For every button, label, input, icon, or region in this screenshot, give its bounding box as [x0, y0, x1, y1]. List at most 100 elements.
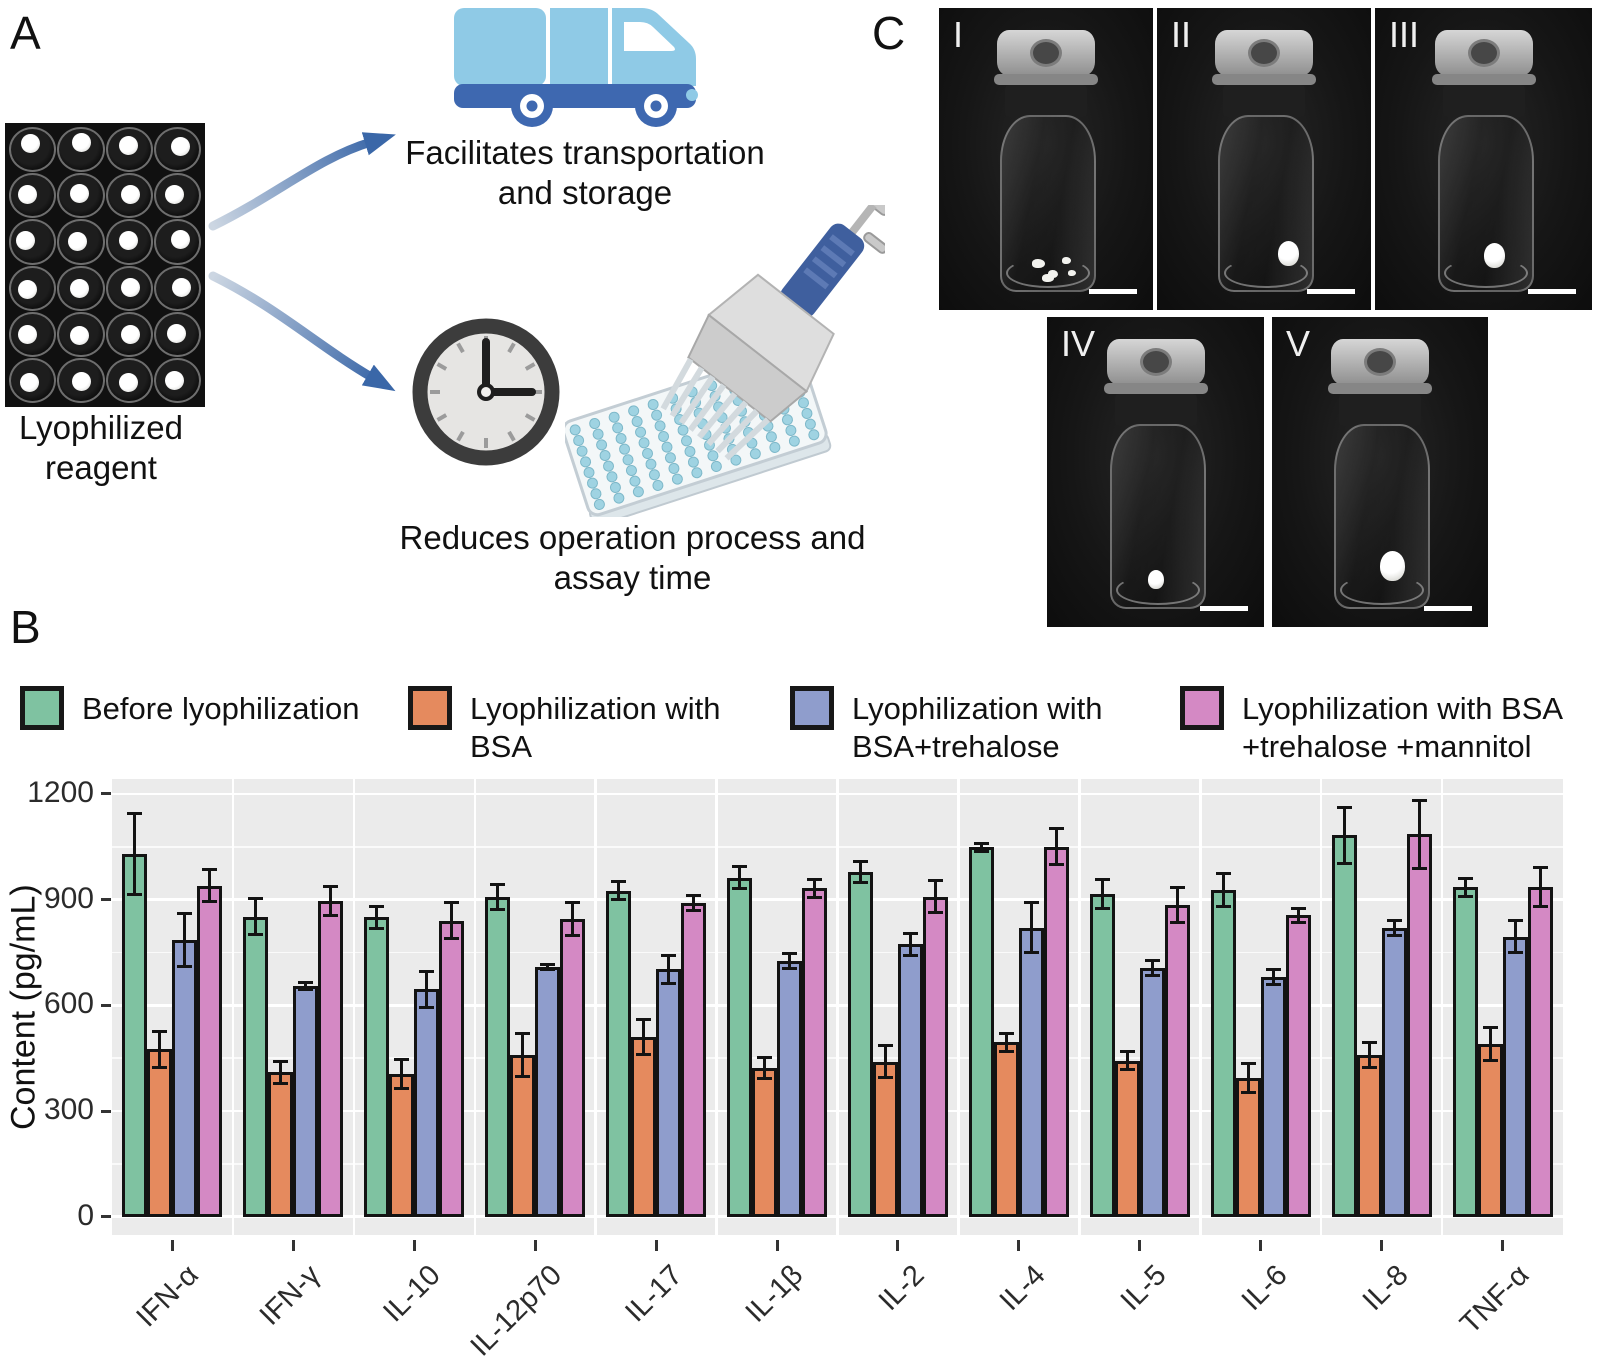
error-bar-cap — [323, 884, 339, 888]
bar — [1381, 927, 1407, 1217]
vial-roman-label: IV — [1061, 323, 1096, 364]
error-bar-cap — [1265, 968, 1281, 972]
error-bar — [183, 911, 187, 969]
error-bar-cap — [1240, 1062, 1256, 1066]
pellet-fragment — [1048, 270, 1058, 278]
lyophilized-pellet — [21, 134, 40, 153]
error-bar-cap — [1290, 906, 1306, 910]
error-bar-cap — [927, 879, 943, 883]
bar — [897, 944, 923, 1217]
error-bar-cap — [1336, 862, 1352, 866]
lyophilized-pellet — [72, 371, 92, 391]
error-bar — [1100, 878, 1104, 911]
error-bar-cap — [1361, 1040, 1377, 1044]
error-bar-cap — [1023, 951, 1039, 955]
error-bar-cap — [732, 887, 748, 891]
x-tick-label: TNF-α — [1454, 1259, 1536, 1341]
error-bar-cap — [127, 893, 143, 897]
error-bar — [279, 1059, 283, 1085]
error-bar-cap — [419, 970, 435, 974]
bar — [802, 888, 828, 1217]
lyophilized-pellet — [120, 185, 140, 205]
error-bar-cap — [686, 908, 702, 912]
bar — [1018, 927, 1044, 1217]
flow-arrows-icon — [208, 132, 396, 392]
lyophilized-pellet — [170, 137, 190, 156]
vial-septum — [1467, 39, 1500, 67]
error-bar — [375, 904, 379, 930]
vial-septum — [1248, 39, 1280, 67]
lyophilized-pellet — [18, 185, 37, 205]
error-bar-cap — [1215, 872, 1231, 876]
scale-bar — [1200, 606, 1248, 611]
vial-cap — [1434, 30, 1533, 76]
plate-well — [9, 127, 57, 173]
error-bar-cap — [273, 1081, 289, 1085]
error-bar-cap — [369, 904, 385, 908]
error-bar-cap — [540, 968, 556, 972]
x-tick-mark — [1259, 1240, 1263, 1251]
x-tick-label: IL-10 — [377, 1259, 447, 1329]
error-bar — [763, 1055, 767, 1081]
bar — [847, 872, 873, 1217]
gridline-vertical — [957, 779, 960, 1235]
plate-well — [153, 265, 201, 311]
plate-well — [9, 311, 57, 357]
x-tick-mark — [412, 1240, 416, 1251]
y-tick-label: 0 — [77, 1198, 94, 1232]
error-bar-cap — [852, 881, 868, 885]
legend-swatch — [20, 686, 64, 730]
error-bar — [1538, 866, 1542, 909]
bar — [318, 900, 344, 1217]
plate-well — [9, 265, 57, 311]
plate-well — [153, 127, 201, 173]
error-bar-cap — [757, 1055, 773, 1059]
error-bar-cap — [515, 1032, 531, 1036]
plate-well — [9, 219, 57, 265]
error-bar-cap — [394, 1086, 410, 1090]
vial-body — [1334, 424, 1430, 609]
bar — [147, 1049, 173, 1217]
bar — [1210, 890, 1236, 1217]
vial-cap — [1215, 30, 1313, 76]
vial-roman-label: II — [1171, 14, 1192, 55]
bar — [485, 896, 511, 1217]
x-tick-mark — [1380, 1240, 1384, 1251]
bar — [1164, 904, 1190, 1217]
pellet-ball — [1278, 241, 1299, 266]
truck-caption: Facilitates transportation and storage — [405, 134, 765, 212]
pellet-fragment — [1032, 259, 1045, 268]
bar — [197, 885, 223, 1217]
error-bar-cap — [444, 901, 460, 905]
error-bar — [1246, 1062, 1250, 1094]
error-bar — [329, 884, 333, 917]
error-bar-cap — [202, 900, 218, 904]
error-bar-cap — [1144, 974, 1160, 978]
error-bar-cap — [1361, 1065, 1377, 1069]
bar — [1527, 887, 1553, 1217]
vial-body — [1218, 115, 1314, 292]
plate-well — [105, 173, 153, 219]
error-bar-cap — [419, 1005, 435, 1009]
error-bar-cap — [782, 966, 798, 970]
error-bar — [933, 879, 937, 915]
error-bar — [788, 952, 792, 970]
x-tick-label: IL-8 — [1356, 1259, 1415, 1317]
error-bar — [642, 1017, 646, 1057]
vial-graphic — [1212, 30, 1316, 292]
scale-bar — [1089, 289, 1137, 294]
error-bar — [450, 901, 454, 941]
error-bar — [496, 882, 500, 911]
lyophilized-pellet — [171, 277, 191, 297]
error-bar-cap — [661, 982, 677, 986]
error-bar — [133, 811, 137, 897]
gridline-vertical — [473, 779, 476, 1235]
bar — [439, 920, 465, 1217]
error-bar — [1367, 1040, 1371, 1069]
y-tick-mark — [101, 1215, 111, 1219]
bar — [414, 989, 440, 1217]
error-bar — [1054, 827, 1058, 867]
panel-c-label: C — [872, 7, 906, 59]
bar — [510, 1055, 536, 1217]
